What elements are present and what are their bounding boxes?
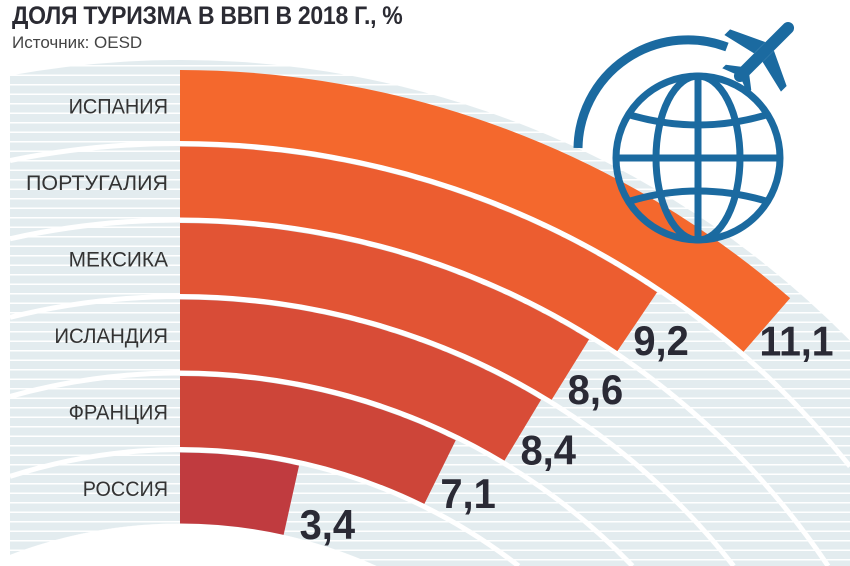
bar xyxy=(180,223,590,400)
category-label: ИСЛАНДИЯ xyxy=(54,325,168,348)
orbit-arc xyxy=(573,35,729,149)
bar xyxy=(180,376,456,504)
bar xyxy=(180,299,542,461)
category-label: ПОРТУГАЛИЯ xyxy=(26,172,168,195)
ring-separator xyxy=(10,294,736,566)
category-label: ФРАНЦИЯ xyxy=(69,402,168,425)
bar xyxy=(180,70,791,352)
value-label: 8,4 xyxy=(520,427,576,474)
chart-title: ДОЛЯ ТУРИЗМА В ВВП В 2018 Г., % xyxy=(12,2,403,30)
chart-subtitle: Источник: OESD xyxy=(12,33,143,52)
globe-with-airplane-icon xyxy=(573,21,795,244)
value-label: 11,1 xyxy=(760,318,834,365)
globe-latitude xyxy=(629,111,767,129)
globe-latitude xyxy=(629,187,767,205)
category-label: РОССИЯ xyxy=(83,478,168,501)
category-label: ИСПАНИЯ xyxy=(69,96,168,119)
value-label: 8,6 xyxy=(568,366,624,413)
ring-separator xyxy=(10,370,635,566)
ring-separator xyxy=(10,141,850,468)
ring-separator xyxy=(10,447,521,566)
value-label: 9,2 xyxy=(633,317,689,364)
ring-separator xyxy=(10,217,831,566)
airplane-icon xyxy=(722,21,795,94)
bar xyxy=(180,452,300,535)
category-label: МЕКСИКА xyxy=(69,249,168,272)
value-label: 3,4 xyxy=(300,501,356,548)
value-label: 7,1 xyxy=(440,470,496,517)
bar xyxy=(180,146,658,352)
